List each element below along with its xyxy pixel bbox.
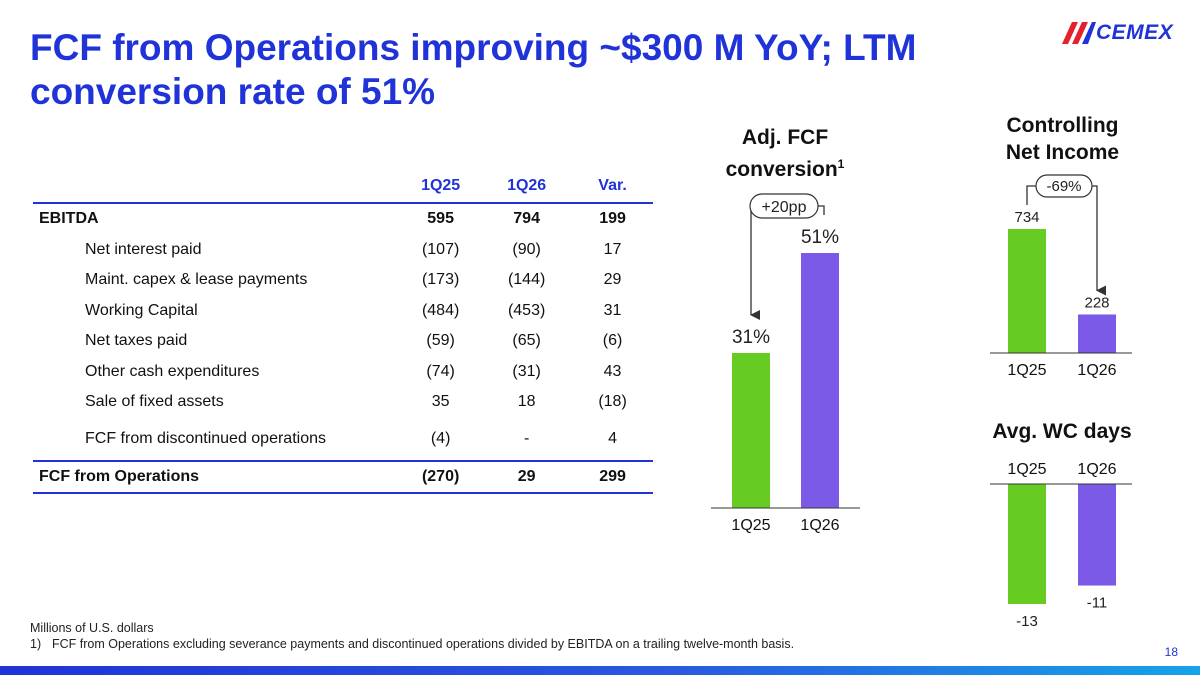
table-header-1q25: 1Q25 (421, 177, 461, 194)
row-label: FCF from discontinued operations (85, 429, 326, 447)
net-income-value-label-1q25: 734 (1014, 209, 1039, 226)
fcf-value-label-1q25: 31% (732, 327, 770, 348)
row-label: Maint. capex & lease payments (85, 271, 308, 289)
wc-days-chart-title: Avg. WC days (972, 418, 1152, 445)
row-value-1q25: (270) (421, 467, 460, 485)
table-row: Maint. capex & lease payments (173) (144… (33, 265, 653, 296)
footnote-text: FCF from Operations excluding severance … (52, 637, 795, 651)
row-value-1q25: (173) (421, 271, 460, 289)
table-row: FCF from discontinued operations (4) - 4 (33, 418, 653, 461)
wc-days-title-line1: Avg. WC days (992, 420, 1132, 443)
row-value-1q26: (453) (507, 301, 546, 319)
row-value-1q25: 35 (431, 393, 450, 411)
row-value-1q25: (59) (426, 332, 455, 350)
table-header-1q26: 1Q26 (507, 177, 547, 194)
row-value-var: (6) (602, 332, 623, 350)
fcf-change-badge (749, 193, 819, 219)
row-value-1q26: 18 (517, 393, 536, 411)
table-row: EBITDA 595 794 199 (33, 203, 653, 235)
row-label: EBITDA (39, 210, 99, 228)
fcf-bar-1q26 (801, 253, 839, 508)
bottom-accent-bar (0, 666, 1200, 675)
cemex-logo: CEMEX (1062, 18, 1173, 48)
row-label: FCF from Operations (39, 467, 200, 485)
table-row: Sale of fixed assets 35 18 (18) (33, 387, 653, 418)
row-value-1q25: (484) (421, 301, 460, 319)
wc-days-bar-1q26 (1078, 484, 1116, 586)
fcf-table: 1Q25 1Q26 Var. EBITDA 595 794 199 Net in… (33, 170, 653, 494)
row-value-1q26: (65) (512, 332, 541, 350)
footnote-ref: 1 (837, 157, 845, 171)
net-income-chart: 734 228 1Q25 1Q26 -69% (990, 174, 1132, 379)
net-income-chart-title: Controlling Net Income (980, 112, 1145, 166)
row-label: Net interest paid (85, 240, 202, 258)
row-value-1q26: - (523, 429, 530, 447)
row-value-var: 31 (603, 301, 622, 319)
row-label: Working Capital (85, 301, 198, 319)
table-row: Other cash expenditures (74) (31) 43 (33, 357, 653, 388)
wc-days-category-label-1q26: 1Q26 (1077, 461, 1116, 478)
table-header-row: 1Q25 1Q26 Var. (33, 170, 653, 203)
row-value-var: (18) (598, 393, 627, 411)
fcf-conversion-title-line1: Adj. FCF (741, 126, 829, 149)
row-label: Sale of fixed assets (85, 393, 224, 411)
page-number: 18 (1164, 645, 1178, 659)
table-row: Net interest paid (107) (90) 17 (33, 235, 653, 266)
fcf-category-label-1q25: 1Q25 (731, 517, 770, 534)
wc-days-value-label-1q25: -13 (1016, 613, 1038, 630)
net-income-bar-1q26 (1078, 314, 1116, 353)
row-value-var: 299 (599, 467, 626, 485)
fcf-category-label-1q26: 1Q26 (800, 517, 839, 534)
cemex-stripes-icon (1062, 22, 1096, 44)
table-row-total: FCF from Operations (270) 29 299 (33, 460, 653, 493)
footnote-marker: 1) (30, 637, 42, 651)
net-income-bar-1q25 (1008, 229, 1046, 353)
row-value-var: 17 (603, 240, 622, 258)
net-income-change-annotation: -69% (1046, 178, 1081, 195)
row-label: Other cash expenditures (85, 362, 260, 380)
row-value-1q26: (90) (512, 240, 541, 258)
net-income-category-label-1q25: 1Q25 (1007, 362, 1046, 379)
net-income-change-badge (1035, 174, 1093, 198)
net-income-title-line1: Controlling (1006, 114, 1119, 137)
row-value-1q25: (74) (426, 362, 455, 380)
footnote: 1) FCF from Operations excluding severanc… (30, 637, 794, 651)
wc-days-bar-1q25 (1008, 484, 1046, 604)
net-income-category-label-1q26: 1Q26 (1077, 362, 1116, 379)
row-value-1q26: (144) (507, 271, 546, 289)
units-note: Millions of U.S. dollars (30, 621, 154, 635)
net-income-value-label-1q26: 228 (1084, 294, 1109, 311)
row-value-var: 29 (603, 271, 622, 289)
row-value-1q25: (4) (430, 429, 451, 447)
fcf-conversion-chart-title: Adj. FCF conversion1 (700, 124, 870, 183)
fcf-change-annotation: +20pp (762, 199, 807, 216)
wc-days-category-label-1q25: 1Q25 (1007, 461, 1046, 478)
net-income-title-line2: Net Income (1005, 141, 1120, 164)
row-value-var: 199 (599, 210, 626, 228)
fcf-bar-1q25 (732, 353, 770, 508)
table-row: Working Capital (484) (453) 31 (33, 296, 653, 327)
row-value-1q25: (107) (421, 240, 460, 258)
row-value-1q26: 794 (513, 210, 540, 228)
row-label: Net taxes paid (85, 332, 188, 350)
table-row: Net taxes paid (59) (65) (6) (33, 326, 653, 357)
row-value-1q25: 595 (427, 210, 454, 228)
row-value-1q26: 29 (517, 467, 536, 485)
table-header-var: Var. (598, 177, 627, 194)
fcf-conversion-title-line2: conversion (725, 158, 838, 181)
row-value-1q26: (31) (512, 362, 541, 380)
page-title: FCF from Operations improving ~$300 M Yo… (30, 27, 917, 112)
logo-text: CEMEX (1096, 21, 1174, 44)
wc-days-value-label-1q26: -11 (1087, 595, 1108, 612)
fcf-conversion-chart: 31% 51% 1Q25 1Q26 +20pp (711, 193, 860, 534)
row-value-var: 43 (603, 362, 622, 380)
fcf-value-label-1q26: 51% (801, 227, 839, 248)
row-value-var: 4 (608, 429, 617, 447)
wc-days-chart: 1Q25 1Q26 -13 -11 (990, 461, 1132, 630)
